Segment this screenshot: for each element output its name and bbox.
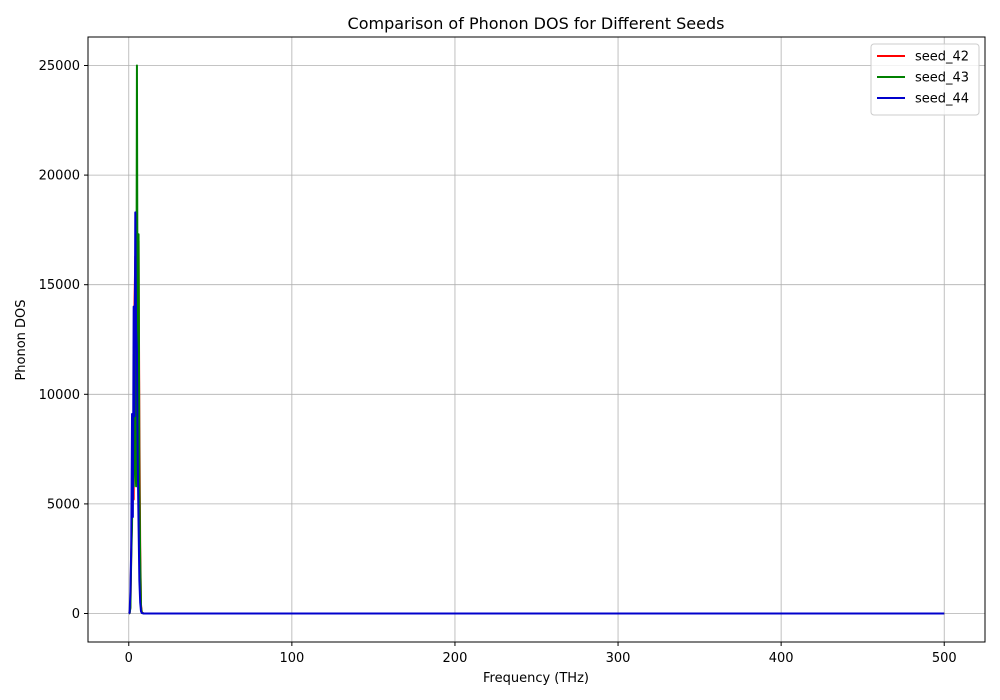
grid-layer	[88, 37, 985, 642]
series-line-seed-43	[128, 64, 945, 615]
y-tick-label: 15000	[39, 278, 80, 293]
y-tick-label: 10000	[39, 388, 80, 403]
x-tick-label: 300	[606, 651, 631, 666]
y-axis-ticks: 0 5000 10000 15000 20000 25000	[39, 59, 88, 622]
x-tick-label: 400	[769, 651, 794, 666]
chart-title: Comparison of Phonon DOS for Different S…	[348, 14, 725, 33]
series-line-seed-42	[128, 239, 945, 615]
legend-label: seed_44	[915, 92, 969, 107]
x-tick-label: 500	[932, 651, 957, 666]
y-tick-label: 0	[72, 607, 80, 622]
series-line-seed-44	[128, 211, 945, 615]
x-axis-label: Frequency (THz)	[483, 671, 589, 686]
y-axis-label: Phonon DOS	[14, 299, 29, 380]
legend-label: seed_43	[915, 71, 969, 86]
plot-frame	[87, 36, 986, 643]
x-tick-label: 200	[443, 651, 468, 666]
legend: seed_42 seed_43 seed_44	[870, 43, 980, 116]
legend-label: seed_42	[915, 50, 969, 65]
series-layer	[128, 64, 945, 615]
x-tick-label: 100	[279, 651, 304, 666]
y-tick-label: 25000	[39, 59, 80, 74]
x-axis-ticks: 0 100 200 300 400 500	[125, 642, 957, 666]
x-tick-label: 0	[125, 651, 133, 666]
y-tick-label: 5000	[47, 497, 80, 512]
y-tick-label: 20000	[39, 169, 80, 184]
